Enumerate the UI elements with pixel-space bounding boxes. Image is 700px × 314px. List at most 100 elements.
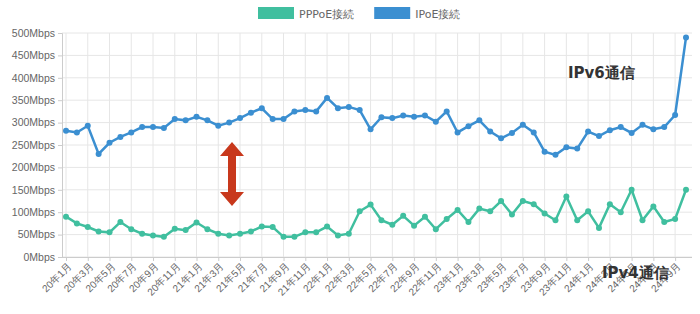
x-tick-mark (218, 257, 219, 261)
legend-label: IPoE接続 (415, 8, 460, 21)
y-tick: 400Mbps (12, 72, 62, 84)
annotation: IPv6通信 (568, 64, 635, 82)
series-marker (487, 208, 493, 214)
series-marker (574, 217, 580, 223)
legend-item[interactable]: PPPoE接続 (258, 7, 354, 21)
series-marker (248, 228, 254, 234)
series-marker (563, 194, 569, 200)
series-marker (400, 213, 406, 219)
x-tick-mark (479, 257, 480, 261)
series-marker (661, 124, 667, 130)
x-tick-mark (501, 257, 502, 261)
x-tick-mark (653, 257, 654, 261)
grid-line-x (261, 33, 262, 257)
grid (62, 33, 692, 257)
y-tick-label: 500Mbps (12, 27, 55, 39)
series-marker (552, 152, 558, 158)
series-marker (281, 116, 287, 122)
series-marker (107, 229, 113, 235)
series-marker (629, 130, 635, 136)
series-marker (683, 187, 689, 193)
series-marker (313, 229, 319, 235)
grid-line-x (435, 33, 436, 257)
y-axis: 0Mbps50Mbps100Mbps150Mbps200Mbps250Mbps3… (12, 27, 63, 263)
grid-line-y (62, 189, 692, 190)
grid-line-x (544, 33, 545, 257)
x-tick-mark (88, 257, 89, 261)
series-marker (63, 128, 69, 134)
series-marker (150, 124, 156, 130)
plot-area (63, 34, 689, 239)
series-marker (346, 104, 352, 110)
series-marker (411, 114, 417, 120)
series-marker (531, 129, 537, 135)
series-marker (107, 140, 113, 146)
series-marker (433, 119, 439, 125)
series-marker (542, 211, 548, 217)
x-tick-mark (153, 257, 154, 261)
series-marker (542, 149, 548, 155)
grid-line-x (457, 33, 458, 257)
series-marker (563, 144, 569, 150)
series-marker (596, 133, 602, 139)
series-marker (270, 224, 276, 230)
series-marker (509, 130, 515, 136)
x-tick-mark (566, 257, 567, 261)
y-tick-mark (58, 212, 62, 213)
series-marker (618, 124, 624, 130)
series-marker (531, 201, 537, 207)
y-tick-label: 250Mbps (12, 139, 55, 151)
series-marker (291, 234, 297, 240)
series-marker (183, 117, 189, 123)
series-marker (117, 219, 123, 225)
y-tick: 0Mbps (23, 251, 62, 263)
series-marker (498, 135, 504, 141)
y-tick: 350Mbps (12, 94, 62, 106)
y-tick: 250Mbps (12, 139, 62, 151)
series-marker (476, 206, 482, 212)
annotation: IPv4通信 (602, 264, 669, 282)
grid-line-x (305, 33, 306, 257)
series-marker (585, 129, 591, 135)
x-tick-mark (371, 257, 372, 261)
y-tick-mark (58, 123, 62, 124)
series-marker (672, 112, 678, 118)
x-tick-mark (305, 257, 306, 261)
series-marker (650, 126, 656, 132)
x-tick-mark (349, 257, 350, 261)
series-marker (498, 198, 504, 204)
legend-item[interactable]: IPoE接続 (374, 7, 460, 21)
chart-container: 0Mbps50Mbps100Mbps150Mbps200Mbps250Mbps3… (0, 0, 700, 314)
series-line (66, 190, 686, 237)
series-marker (509, 211, 515, 217)
grid-line-x (174, 33, 175, 257)
series-marker (552, 217, 558, 223)
series-marker (520, 198, 526, 204)
grid-line-y (62, 33, 692, 34)
y-tick: 200Mbps (12, 161, 62, 173)
y-tick-label: 200Mbps (12, 161, 55, 173)
grid-line-y (62, 100, 692, 101)
legend-swatch (258, 7, 294, 19)
grid-line-x (283, 33, 284, 257)
series-marker (596, 225, 602, 231)
x-tick-mark (414, 257, 415, 261)
series-marker (585, 208, 591, 214)
series-marker (639, 122, 645, 128)
x-tick-mark (262, 257, 263, 261)
y-tick: 450Mbps (12, 49, 62, 61)
series-marker (335, 232, 341, 238)
series-marker (96, 151, 102, 157)
x-tick-mark (675, 257, 676, 261)
y-axis-line (58, 34, 63, 258)
grid-line-x (87, 33, 88, 257)
series-marker (574, 146, 580, 152)
grid-line-y (62, 55, 692, 56)
y-tick-mark (58, 33, 62, 34)
series-marker (117, 134, 123, 140)
y-tick-mark (58, 167, 62, 168)
grid-line-y (62, 167, 692, 168)
y-tick-mark (58, 257, 62, 258)
x-tick-mark (545, 257, 546, 261)
series-marker (215, 231, 221, 237)
